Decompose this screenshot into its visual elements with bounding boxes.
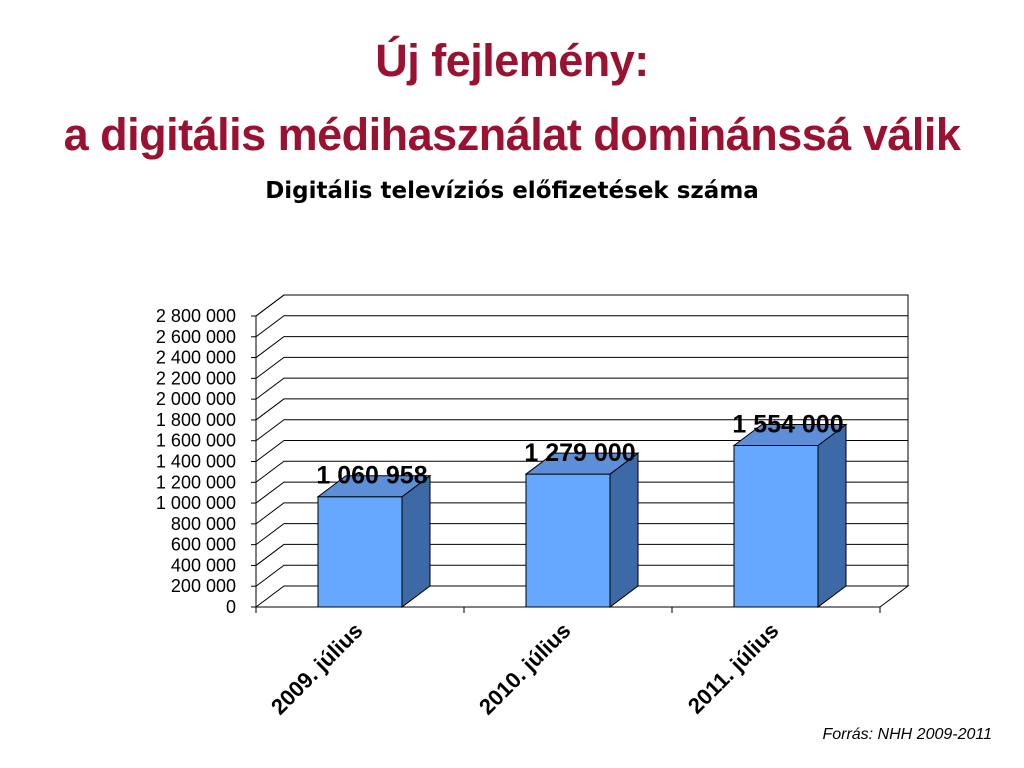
gridline xyxy=(255,336,908,358)
gridline xyxy=(255,460,908,483)
bar-side xyxy=(401,474,431,608)
bar-side xyxy=(817,423,847,608)
bar-side xyxy=(609,452,639,608)
chart-title: Digitális televíziós előfizetések száma xyxy=(265,178,759,204)
y-tick-label: 400 000 xyxy=(171,555,236,575)
bar-front xyxy=(733,444,819,608)
bar-top xyxy=(732,423,848,446)
y-tick-label: 2 000 000 xyxy=(156,389,236,409)
gridline xyxy=(255,356,908,379)
slide-title-line-2: a digitális médihasználat dominánssá vál… xyxy=(63,109,961,160)
bar xyxy=(524,452,640,608)
y-tick-label: 1 000 000 xyxy=(156,493,236,513)
gridline xyxy=(255,564,908,587)
slide-title-line-1: Új fejlemény: xyxy=(375,35,649,86)
y-tick-label: 0 xyxy=(226,597,236,617)
gridline xyxy=(255,419,908,442)
x-category-label: 2009. július xyxy=(266,618,368,720)
gridline xyxy=(255,398,908,421)
y-tick-label: 1 200 000 xyxy=(156,472,236,492)
data-labels: 1 060 958 1 279 000 1 554 000 xyxy=(316,410,843,489)
bar xyxy=(316,474,432,608)
y-tick-label: 1 800 000 xyxy=(156,410,236,430)
data-label: 1 279 000 xyxy=(524,439,635,467)
source-note: Forrás: NHH 2009-2011 xyxy=(822,726,992,743)
y-tick-label: 2 400 000 xyxy=(156,348,236,368)
y-tick-label: 2 800 000 xyxy=(156,306,236,326)
data-label: 1 554 000 xyxy=(732,410,843,438)
gridline xyxy=(255,543,908,566)
y-tick-label: 200 000 xyxy=(171,576,236,596)
x-category-label: 2010. július xyxy=(474,618,576,720)
bar-front xyxy=(317,496,403,608)
gridline xyxy=(255,440,908,462)
gridline xyxy=(255,523,908,546)
gridline xyxy=(255,315,908,338)
x-category-label: 2011. július xyxy=(683,618,784,719)
y-tick-label: 600 000 xyxy=(171,535,236,555)
data-label: 1 060 958 xyxy=(316,462,427,490)
y-tick-label: 1 600 000 xyxy=(156,431,236,451)
y-tick-label: 2 600 000 xyxy=(156,327,236,347)
y-tick-label: 1 400 000 xyxy=(156,452,236,472)
bar-top xyxy=(524,452,640,475)
y-tick-label: 800 000 xyxy=(171,514,236,534)
gridline xyxy=(255,377,908,400)
gridline xyxy=(255,481,908,504)
y-tick-label: 2 200 000 xyxy=(156,368,236,388)
bar-top xyxy=(316,475,432,498)
x-axis-labels: 2009. július 2010. július 2011. július xyxy=(266,618,784,720)
bar-front xyxy=(525,473,611,608)
gridline xyxy=(255,502,908,525)
bars xyxy=(316,423,848,608)
bar xyxy=(732,423,848,608)
gridline xyxy=(255,294,908,317)
